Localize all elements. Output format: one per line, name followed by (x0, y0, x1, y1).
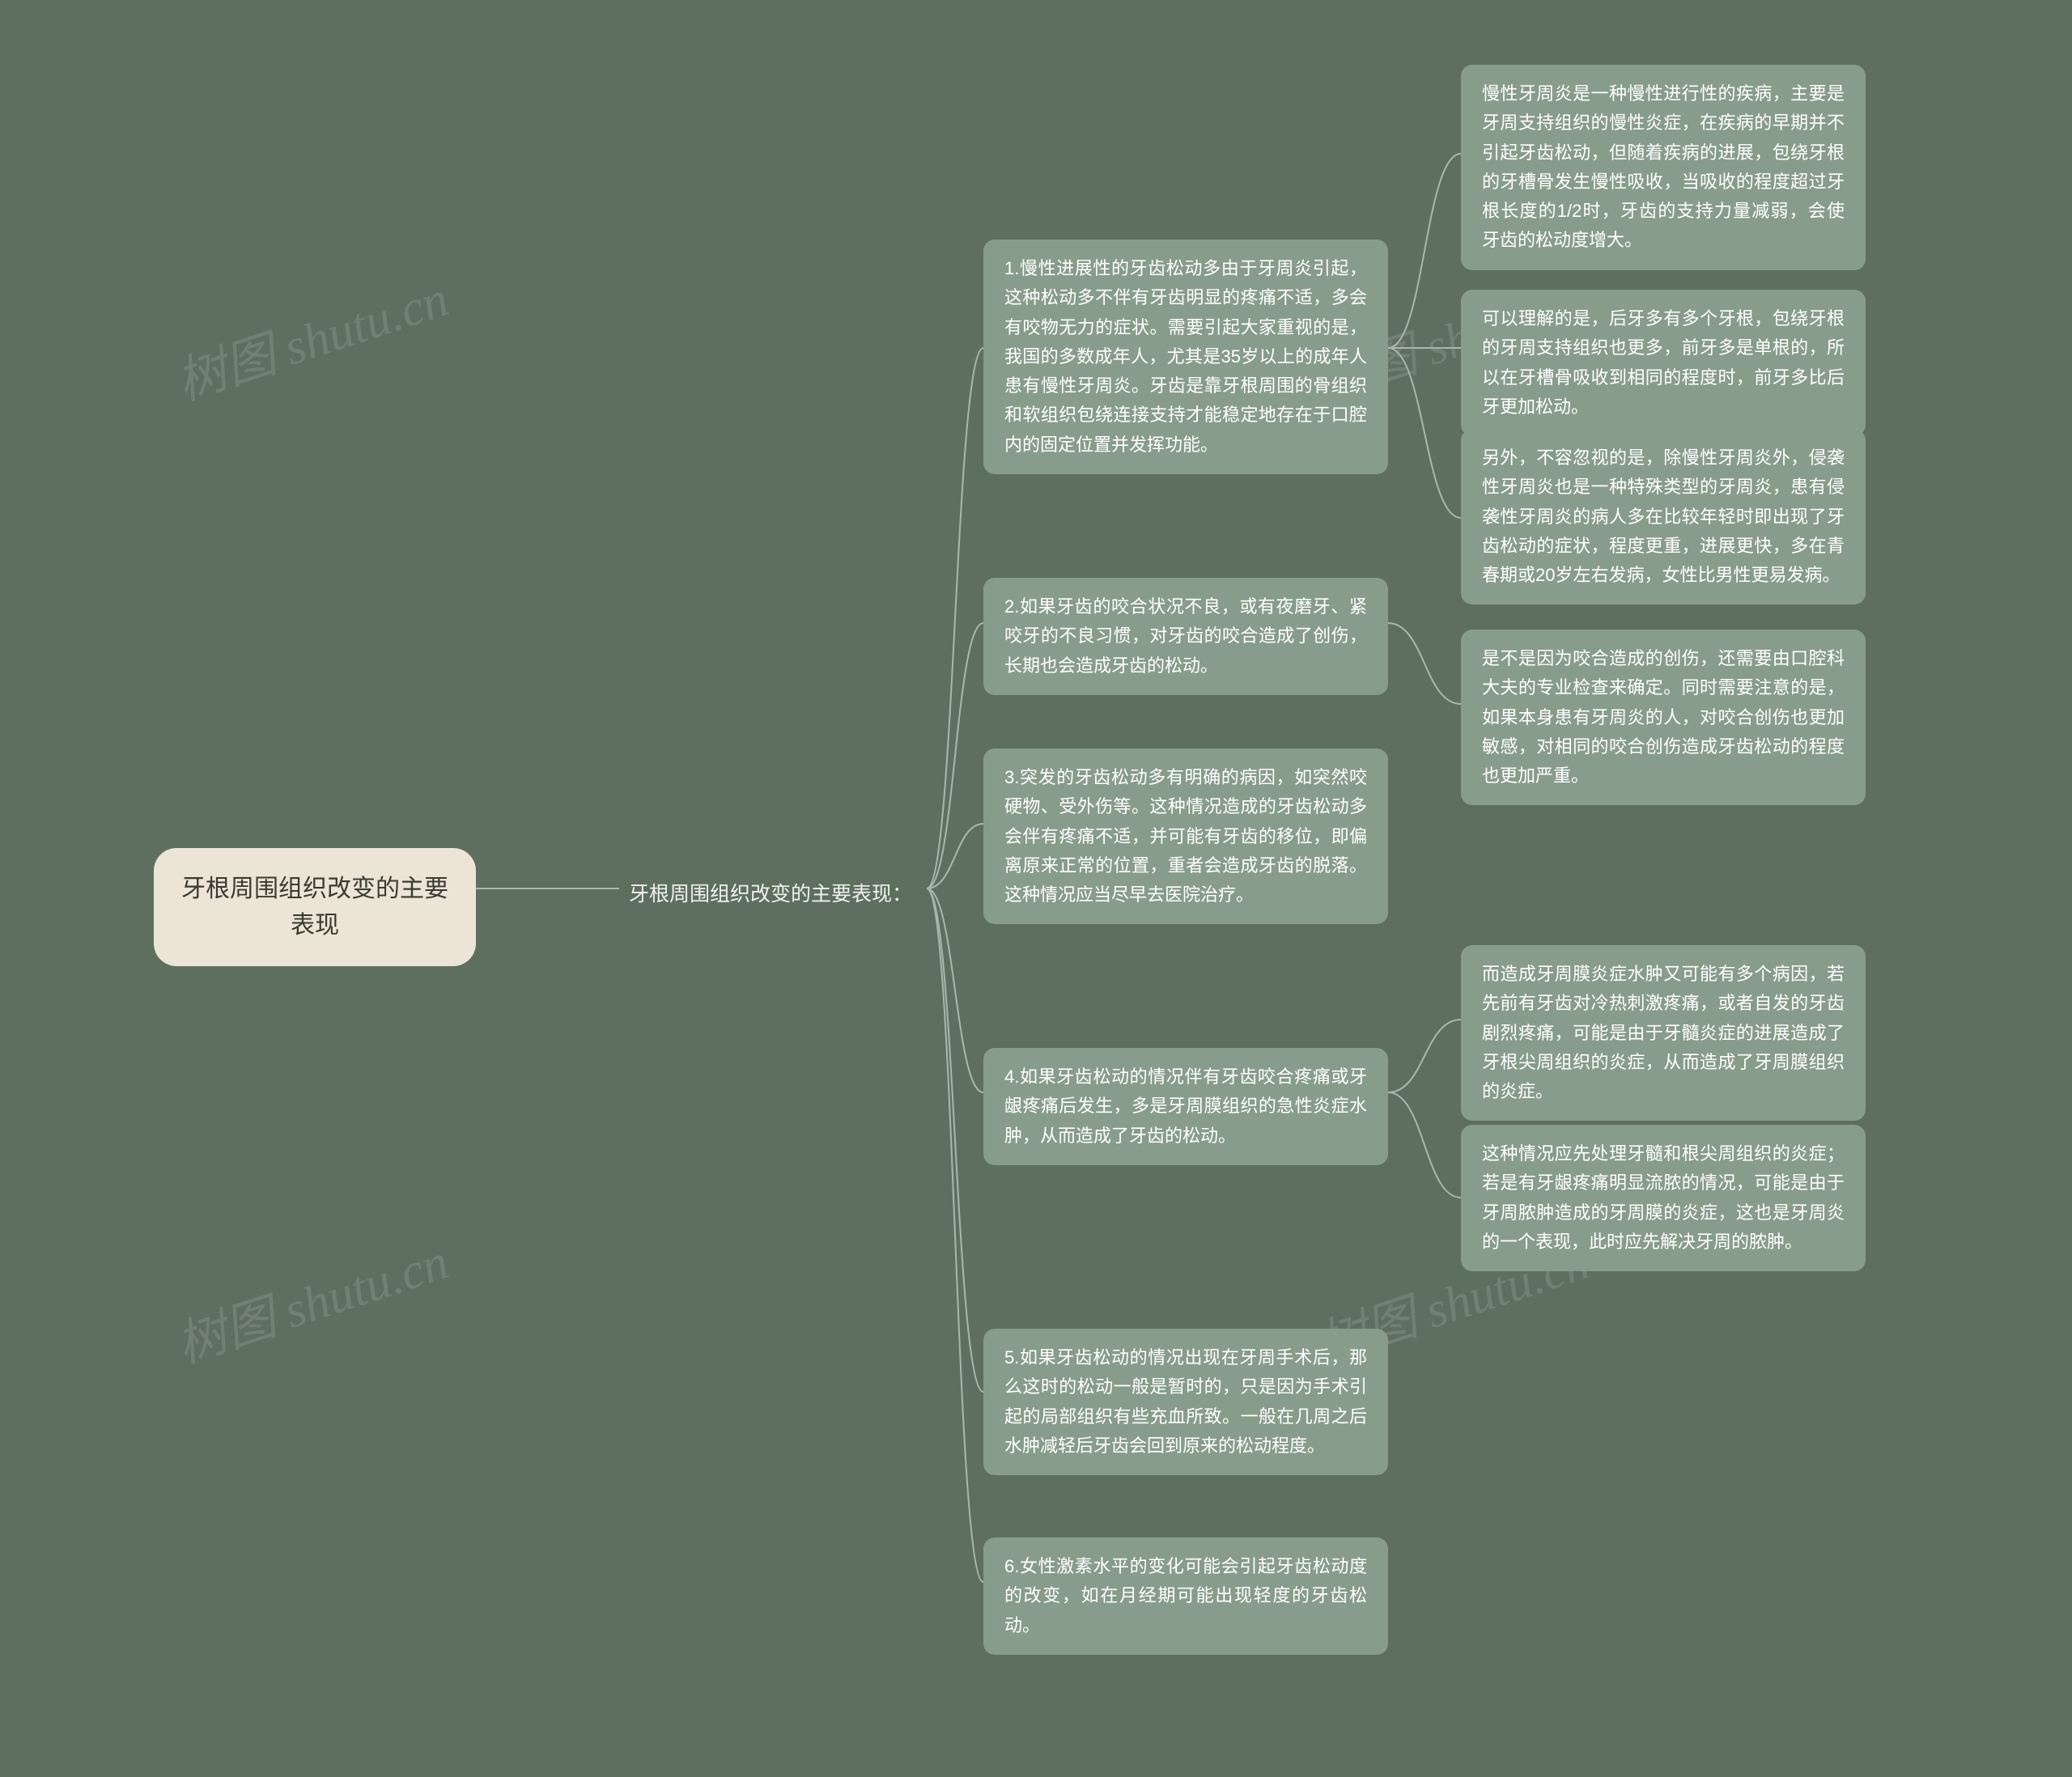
watermark: 树图 shutu.cn (166, 1220, 456, 1376)
root-node[interactable]: 牙根周围组织改变的主要 表现 (154, 848, 476, 966)
l3-text: 可以理解的是，后牙多有多个牙根，包绕牙根的牙周支持组织也更多，前牙多是单根的，所… (1482, 308, 1845, 417)
root-line1: 牙根周围组织改变的主要 (181, 876, 448, 902)
l3-text: 这种情况应先处理牙髓和根尖周组织的炎症；若是有牙龈疼痛明显流脓的情况，可能是由于… (1482, 1143, 1845, 1252)
l2-text: 2.如果牙齿的咬合状况不良，或有夜磨牙、紧咬牙的不良习惯，对牙齿的咬合造成了创伤… (1004, 596, 1367, 676)
l3-text: 而造成牙周膜炎症水肿又可能有多个病因，若先前有牙齿对冷热刺激疼痛，或者自发的牙齿… (1482, 964, 1845, 1101)
l2-text: 1.慢性进展性的牙齿松动多由于牙周炎引起，这种松动多不伴有牙齿明显的疼痛不适，多… (1004, 258, 1367, 455)
l2-text: 5.如果牙齿松动的情况出现在牙周手术后，那么这时的松动一般是暂时的，只是因为手术… (1004, 1347, 1367, 1456)
l3-node-1b[interactable]: 可以理解的是，后牙多有多个牙根，包绕牙根的牙周支持组织也更多，前牙多是单根的，所… (1461, 290, 1866, 436)
l3-node-1a[interactable]: 慢性牙周炎是一种慢性进行性的疾病，主要是牙周支持组织的慢性炎症，在疾病的早期并不… (1461, 65, 1866, 270)
l3-text: 另外，不容忽视的是，除慢性牙周炎外，侵袭性牙周炎也是一种特殊类型的牙周炎，患有侵… (1482, 447, 1845, 585)
l2-text: 4.如果牙齿松动的情况伴有牙齿咬合疼痛或牙龈疼痛后发生，多是牙周膜组织的急性炎症… (1004, 1067, 1367, 1146)
l2-node-4[interactable]: 4.如果牙齿松动的情况伴有牙齿咬合疼痛或牙龈疼痛后发生，多是牙周膜组织的急性炎症… (983, 1048, 1388, 1165)
l2-text: 3.突发的牙齿松动多有明确的病因，如突然咬硬物、受外伤等。这种情况造成的牙齿松动… (1004, 767, 1367, 905)
l2-node-5[interactable]: 5.如果牙齿松动的情况出现在牙周手术后，那么这时的松动一般是暂时的，只是因为手术… (983, 1329, 1388, 1475)
l3-node-2a[interactable]: 是不是因为咬合造成的创伤，还需要由口腔科大夫的专业检查来确定。同时需要注意的是，… (1461, 630, 1866, 805)
l2-text: 6.女性激素水平的变化可能会引起牙齿松动度的改变，如在月经期可能出现轻度的牙齿松… (1004, 1556, 1367, 1635)
l3-node-1c[interactable]: 另外，不容忽视的是，除慢性牙周炎外，侵袭性牙周炎也是一种特殊类型的牙周炎，患有侵… (1461, 429, 1866, 604)
watermark: 树图 shutu.cn (166, 257, 456, 414)
l3-text: 是不是因为咬合造成的创伤，还需要由口腔科大夫的专业检查来确定。同时需要注意的是，… (1482, 648, 1845, 786)
l2-node-1[interactable]: 1.慢性进展性的牙齿松动多由于牙周炎引起，这种松动多不伴有牙齿明显的疼痛不适，多… (983, 240, 1388, 474)
l3-node-4a[interactable]: 而造成牙周膜炎症水肿又可能有多个病因，若先前有牙齿对冷热刺激疼痛，或者自发的牙齿… (1461, 945, 1866, 1121)
l3-text: 慢性牙周炎是一种慢性进行性的疾病，主要是牙周支持组织的慢性炎症，在疾病的早期并不… (1482, 83, 1845, 250)
level1-node[interactable]: 牙根周围组织改变的主要表现： (619, 870, 935, 919)
l3-node-4b[interactable]: 这种情况应先处理牙髓和根尖周组织的炎症；若是有牙龈疼痛明显流脓的情况，可能是由于… (1461, 1125, 1866, 1271)
l2-node-2[interactable]: 2.如果牙齿的咬合状况不良，或有夜磨牙、紧咬牙的不良习惯，对牙齿的咬合造成了创伤… (983, 578, 1388, 695)
level1-label: 牙根周围组织改变的主要表现： (629, 883, 912, 905)
l2-node-3[interactable]: 3.突发的牙齿松动多有明确的病因，如突然咬硬物、受外伤等。这种情况造成的牙齿松动… (983, 749, 1388, 924)
l2-node-6[interactable]: 6.女性激素水平的变化可能会引起牙齿松动度的改变，如在月经期可能出现轻度的牙齿松… (983, 1537, 1388, 1655)
root-line2: 表现 (291, 912, 339, 939)
